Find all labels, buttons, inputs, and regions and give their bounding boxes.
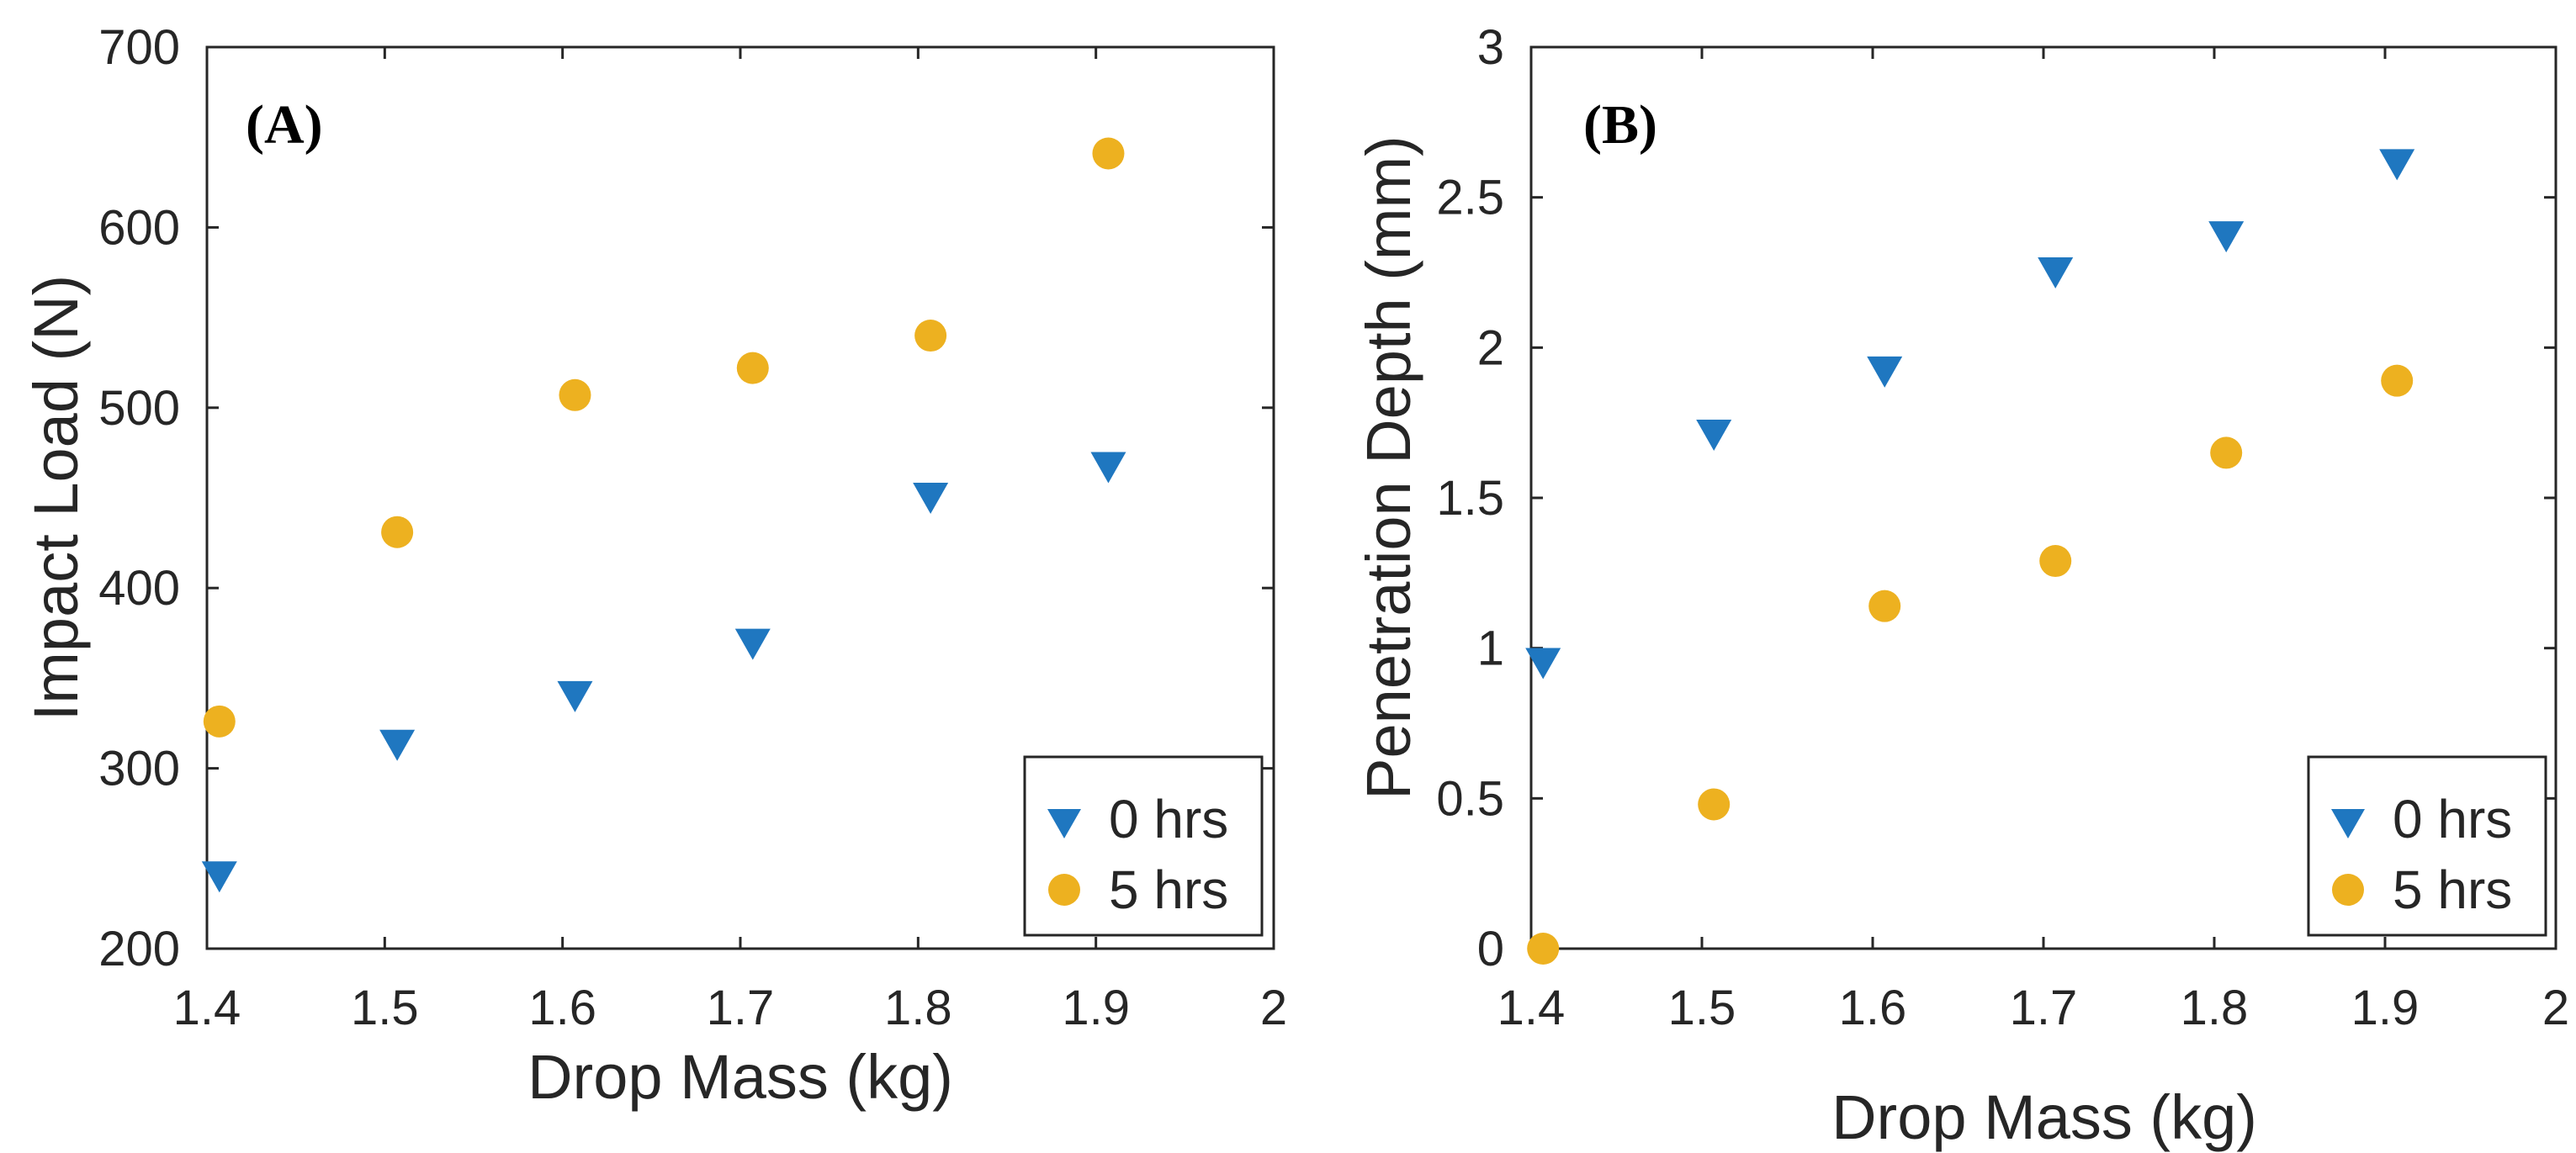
x-tick-label: 1.7 <box>2010 981 2078 1035</box>
y-tick-label: 400 <box>98 561 180 616</box>
x-tick-label: 1.9 <box>1062 981 1130 1035</box>
point-0-hrs <box>734 628 771 660</box>
point-0-hrs <box>913 483 949 514</box>
y-tick-label: 300 <box>98 742 180 796</box>
point-5-hrs <box>2381 364 2414 397</box>
point-0-hrs <box>1696 419 1732 451</box>
data-points <box>1525 149 2415 965</box>
y-tick-label: 700 <box>98 20 180 75</box>
x-axis-ticks: 1.4 1.5 1.6 1.7 1.8 1.9 2 <box>173 47 1287 1035</box>
x-tick-label: 2 <box>1260 981 1287 1035</box>
y-tick-label: 1 <box>1477 621 1504 676</box>
x-tick-label: 1.8 <box>2181 981 2249 1035</box>
point-5-hrs <box>1527 933 1560 965</box>
legend: 0 hrs 5 hrs <box>1023 755 1264 937</box>
point-5-hrs <box>559 378 591 411</box>
legend-label-0-hrs: 0 hrs <box>2393 789 2512 849</box>
legend-label-5-hrs: 5 hrs <box>1109 859 1228 920</box>
panel-label: (B) <box>1583 94 1657 156</box>
legend-marker-5-hrs <box>1048 874 1080 906</box>
x-axis-ticks: 1.4 1.5 1.6 1.7 1.8 1.9 2 <box>1497 47 2569 1035</box>
point-5-hrs <box>203 705 236 738</box>
legend-marker-5-hrs <box>2332 874 2364 906</box>
legend-label-0-hrs: 0 hrs <box>1109 789 1228 849</box>
y-tick-label: 2 <box>1477 320 1504 375</box>
point-0-hrs <box>379 729 416 761</box>
y-axis-label: Penetration Depth (mm) <box>1354 135 1423 800</box>
x-tick-label: 1.7 <box>707 981 775 1035</box>
legend: 0 hrs 5 hrs <box>2307 755 2547 937</box>
chart-panel-b: 1.4 1.5 1.6 1.7 1.8 1.9 2 0 0.5 1 1.5 2 2.5 3 (B) Dr… <box>1354 20 2569 1152</box>
x-tick-label: 1.5 <box>351 981 419 1035</box>
point-0-hrs <box>2208 221 2245 253</box>
point-0-hrs <box>201 861 237 893</box>
point-5-hrs <box>1868 590 1901 622</box>
y-axis-ticks: 0 0.5 1 1.5 2 2.5 3 <box>1436 20 2556 976</box>
x-tick-label: 1.5 <box>1668 981 1736 1035</box>
point-5-hrs <box>914 320 947 352</box>
x-axis-label: Drop Mass (kg) <box>1831 1082 2257 1152</box>
point-0-hrs <box>1090 452 1126 484</box>
x-tick-label: 1.4 <box>173 981 241 1035</box>
chart-panel-a: 1.4 1.5 1.6 1.7 1.8 1.9 2 200 300 400 500 600 700 (… <box>21 20 1287 1112</box>
y-axis-label: Impact Load (N) <box>21 275 91 722</box>
y-tick-label: 600 <box>98 200 180 255</box>
x-tick-label: 1.6 <box>1839 981 1907 1035</box>
x-tick-label: 1.9 <box>2351 981 2420 1035</box>
y-tick-label: 0 <box>1477 922 1504 976</box>
x-tick-label: 1.4 <box>1497 981 1566 1035</box>
y-tick-label: 500 <box>98 381 180 436</box>
y-tick-label: 3 <box>1477 20 1504 75</box>
point-0-hrs <box>557 680 593 712</box>
data-points <box>201 137 1126 893</box>
point-5-hrs <box>381 516 414 548</box>
y-tick-label: 0.5 <box>1436 771 1504 826</box>
y-tick-label: 2.5 <box>1436 171 1504 225</box>
point-0-hrs <box>2379 149 2415 181</box>
x-axis-label: Drop Mass (kg) <box>527 1042 953 1112</box>
legend-marker-0-hrs <box>1047 809 1081 838</box>
y-tick-label: 200 <box>98 922 180 976</box>
point-0-hrs <box>2038 257 2074 288</box>
point-0-hrs <box>1525 648 1561 680</box>
y-axis-ticks: 200 300 400 500 600 700 <box>98 20 1274 976</box>
point-5-hrs <box>736 352 769 384</box>
panel-label: (A) <box>246 94 323 156</box>
point-5-hrs <box>2039 545 2072 578</box>
legend-label-5-hrs: 5 hrs <box>2393 859 2512 920</box>
point-5-hrs <box>1092 137 1125 170</box>
point-5-hrs <box>1698 788 1731 821</box>
x-tick-label: 2 <box>2542 981 2569 1035</box>
y-tick-label: 1.5 <box>1436 471 1504 526</box>
point-0-hrs <box>1867 356 1903 388</box>
point-5-hrs <box>2210 436 2243 469</box>
x-tick-label: 1.6 <box>528 981 596 1035</box>
x-tick-label: 1.8 <box>884 981 952 1035</box>
legend-marker-0-hrs <box>2331 809 2365 838</box>
